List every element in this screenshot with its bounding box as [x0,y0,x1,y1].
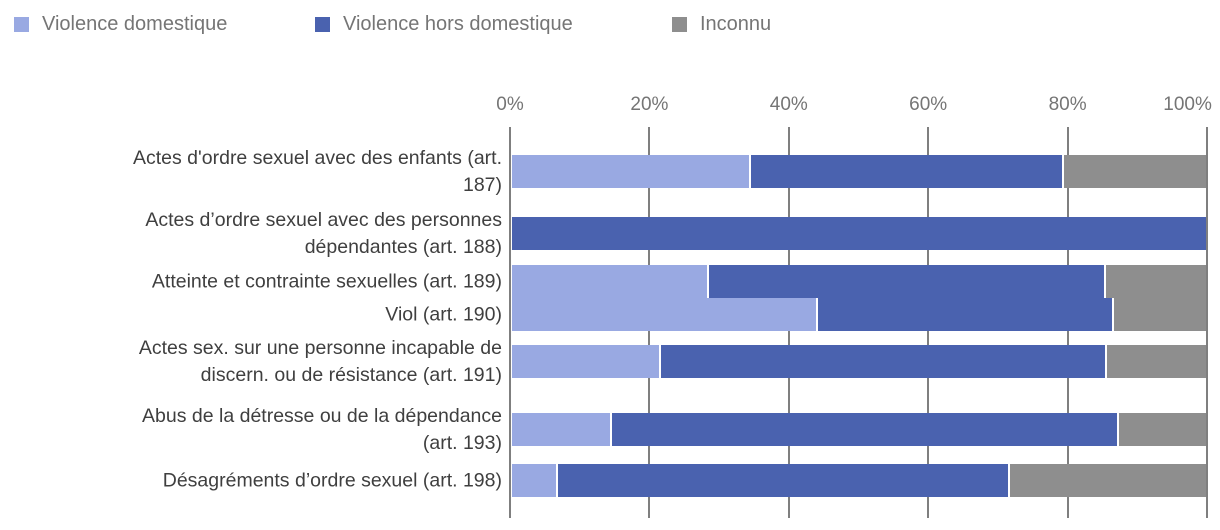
gridline [1206,127,1208,518]
gridline [509,127,511,518]
bar-row [512,217,1206,250]
bar-segment-inconnu [1061,155,1206,188]
bar-segment-violence-hors-domestique [659,345,1105,378]
x-tick-label: 80% [1048,94,1087,115]
legend-label: Inconnu [700,13,772,35]
bar-segment-violence-domestique [512,413,610,446]
category-label: Actes sex. sur une personne incapable de… [138,336,502,386]
legend-swatch-violence-hors-domestique [315,17,330,32]
legend-swatch-inconnu [672,17,687,32]
bar-segment-inconnu [1117,413,1206,446]
x-tick-label: 60% [909,94,948,115]
bar-segment-violence-domestique [512,464,557,497]
legend-item-violence-domestique: Violence domestique [14,13,227,36]
x-tick-label: 100% [1163,94,1212,115]
legend-label: Violence hors domestique [343,13,573,35]
bar-segment-violence-hors-domestique [707,265,1104,298]
category-label: Actes d'ordre sexuel avec des enfants (a… [133,146,502,196]
legend-label: Violence domestique [42,13,228,35]
bar-row [512,464,1206,497]
bar-segment-violence-hors-domestique [512,217,1206,250]
bar-row [512,298,1206,331]
legend-item-inconnu: Inconnu [672,13,771,36]
x-tick-label: 20% [630,94,669,115]
bar-row [512,413,1206,446]
x-tick-label: 0% [496,94,524,115]
bar-segment-violence-hors-domestique [556,464,1008,497]
bar-segment-violence-domestique [512,155,750,188]
bar-segment-violence-hors-domestique [815,298,1112,331]
category-label: Désagréments d’ordre sexuel (art. 198) [162,469,502,491]
bar-segment-inconnu [1007,464,1206,497]
bar-row [512,155,1206,188]
bar-segment-violence-domestique [512,265,707,298]
bar-segment-inconnu [1111,298,1206,331]
bar-segment-violence-domestique [512,345,660,378]
legend-item-violence-hors-domestique: Violence hors domestique [315,13,573,36]
x-tick-label: 40% [769,94,808,115]
bar-row [512,345,1206,378]
legend-swatch-violence-domestique [14,17,29,32]
bar-segment-violence-hors-domestique [749,155,1062,188]
category-label: Viol (art. 190) [385,303,502,325]
category-label: Atteinte et contrainte sexuelles (art. 1… [151,270,502,292]
category-label: Abus de la détresse ou de la dépendance … [142,404,502,454]
category-label: Actes d’ordre sexuel avec des personnes … [145,208,502,258]
bar-segment-violence-domestique [512,298,816,331]
bar-row [512,265,1206,298]
bar-segment-violence-hors-domestique [609,413,1118,446]
bar-segment-inconnu [1104,345,1206,378]
bar-segment-inconnu [1103,265,1206,298]
